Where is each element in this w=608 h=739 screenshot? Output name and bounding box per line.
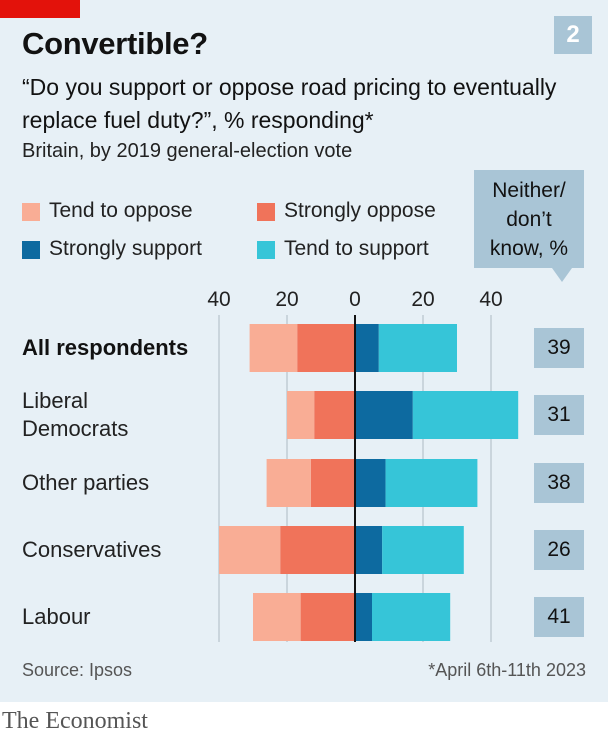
x-tick-label-3: 20: [411, 288, 434, 311]
brand-red-tag: [0, 0, 80, 18]
legend-label-tend-support: Tend to support: [284, 237, 429, 260]
diverging-bar-chart: 40 20 0 20 40: [207, 288, 519, 642]
row-label-all-respondents: All respondents: [22, 334, 188, 362]
bar-strongly-oppose-labour: [300, 593, 355, 641]
bar-tend-support-other-parties: [385, 459, 478, 507]
neither-header-line-2: don’t: [506, 208, 552, 231]
row-label-line: Conservatives: [22, 537, 162, 562]
bar-tend-oppose-labour: [253, 593, 301, 641]
bar-strongly-oppose-other-parties: [310, 459, 355, 507]
bar-strongly-support-all-respondents: [355, 324, 379, 372]
neither-header-pointer: [552, 268, 572, 282]
row-label-line: Liberal: [22, 388, 89, 413]
row-label-other-parties: Other parties: [22, 469, 149, 497]
neither-value-all-respondents: 39: [534, 328, 584, 368]
date-note: *April 6th-11th 2023: [428, 660, 586, 680]
legend-label-strongly-support: Strongly support: [49, 237, 202, 260]
neither-value-other-parties: 38: [534, 463, 584, 503]
legend-swatch-tend-support: [257, 241, 275, 259]
bar-tend-oppose-other-parties: [266, 459, 311, 507]
row-label-line: All respondents: [22, 335, 189, 360]
chart-title: Convertible?: [22, 26, 208, 61]
bar-tend-support-liberal-democrats: [412, 391, 519, 439]
bar-tend-oppose-all-respondents: [249, 324, 298, 372]
bar-tend-oppose-liberal-democrats: [287, 391, 315, 439]
neither-header-line-3: know, %: [489, 237, 569, 260]
legend-swatch-strongly-oppose: [257, 203, 275, 221]
source-note: Source: Ipsos: [22, 660, 133, 680]
bar-strongly-oppose-all-respondents: [297, 324, 355, 372]
x-tick-label-0: 40: [207, 288, 230, 311]
x-tick-label-2: 0: [349, 288, 361, 311]
x-tick-label-4: 40: [479, 288, 502, 311]
bar-strongly-oppose-conservatives: [280, 526, 355, 574]
x-tick-label-1: 20: [275, 288, 298, 311]
legend-swatch-strongly-support: [22, 241, 40, 259]
bar-strongly-support-liberal-democrats: [355, 391, 413, 439]
bar-tend-support-conservatives: [382, 526, 464, 574]
neither-header-box: Neither/ don’t know, %: [474, 170, 584, 268]
legend-label-strongly-oppose: Strongly oppose: [284, 199, 436, 222]
neither-value-labour: 41: [534, 597, 584, 637]
neither-header-line-1: Neither/: [492, 179, 566, 202]
row-label-labour: Labour: [22, 603, 91, 631]
row-label-line: Democrats: [22, 416, 129, 441]
neither-value-conservatives: 26: [534, 530, 584, 570]
bar-strongly-oppose-liberal-democrats: [314, 391, 355, 439]
bar-tend-support-labour: [372, 593, 451, 641]
bar-strongly-support-conservatives: [355, 526, 383, 574]
chart-number-badge: 2: [554, 16, 592, 54]
row-label-conservatives: Conservatives: [22, 536, 161, 564]
row-label-liberal-democrats: Liberal Democrats: [22, 387, 128, 443]
bar-tend-oppose-conservatives: [219, 526, 281, 574]
bar-strongly-support-labour: [355, 593, 372, 641]
row-label-line: Other parties: [22, 470, 150, 495]
legend-label-tend-oppose: Tend to oppose: [49, 199, 193, 222]
legend-swatch-tend-oppose: [22, 203, 40, 221]
brand-logo: The Economist: [2, 708, 148, 734]
bar-tend-support-all-respondents: [378, 324, 457, 372]
chart-subtitle-2: Britain, by 2019 general-election vote: [22, 140, 353, 162]
chart-subtitle: “Do you support or oppose road pricing t…: [22, 74, 557, 133]
neither-value-liberal-democrats: 31: [534, 395, 584, 435]
row-label-line: Labour: [22, 604, 91, 629]
bar-strongly-support-other-parties: [355, 459, 386, 507]
chart-panel: Convertible? 2 “Do you support or oppose…: [0, 0, 608, 702]
